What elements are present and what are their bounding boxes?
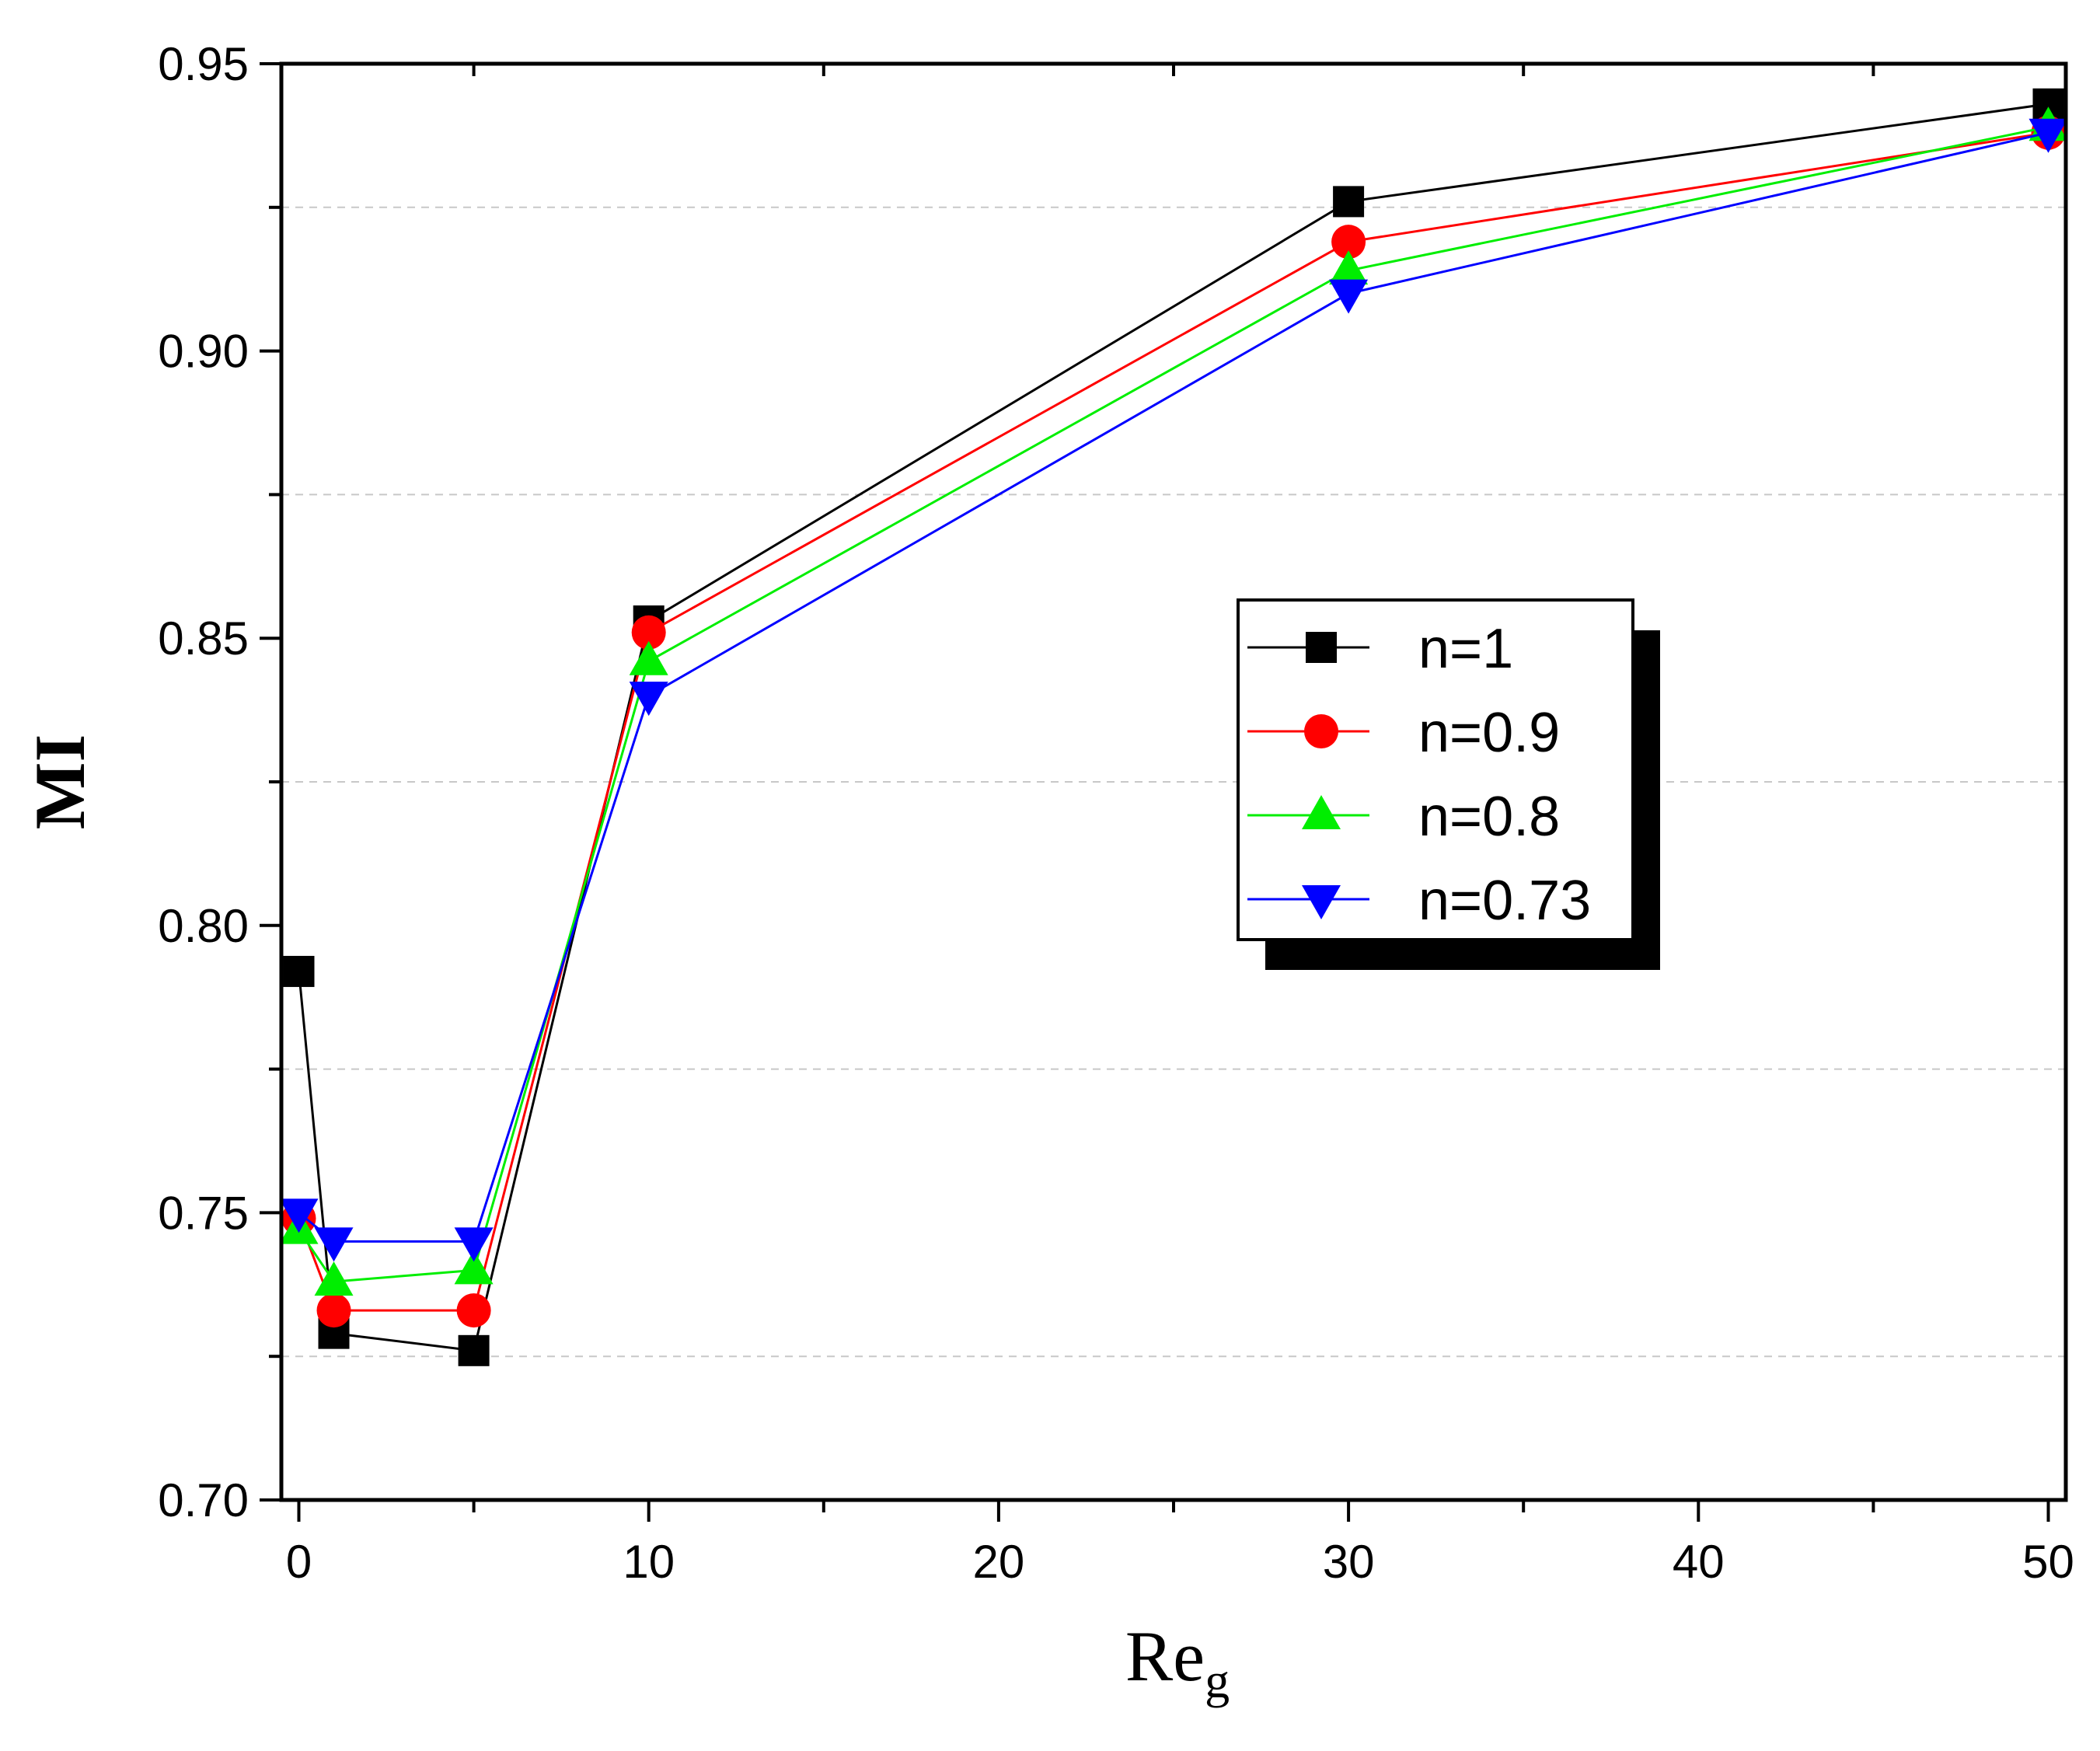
data-point xyxy=(314,1261,354,1296)
legend-box xyxy=(1237,598,1634,941)
y-axis-title: MI xyxy=(20,734,99,830)
data-point xyxy=(454,1250,494,1285)
data-point xyxy=(454,1227,494,1262)
axes: 0.70 0.75 0.80 0.85 0.90 0.95 0 10 20 30 40 50 xyxy=(158,38,2074,1588)
data-point xyxy=(629,640,668,675)
series-n=0.8 xyxy=(279,106,2068,1296)
legend-marker xyxy=(1302,885,1341,919)
x-axis-title-subscript: g xyxy=(1205,1653,1230,1708)
x-tick-label: 20 xyxy=(973,1536,1025,1588)
series-n=0.9 xyxy=(281,115,2066,1328)
series-line xyxy=(298,131,2049,1243)
x-tick-label: 10 xyxy=(623,1536,675,1588)
x-tick-label: 50 xyxy=(2022,1536,2074,1588)
data-point xyxy=(458,1334,490,1366)
data-point xyxy=(1329,279,1369,314)
series-layer xyxy=(279,88,2068,1366)
data-point xyxy=(629,682,668,717)
y-tick-label: 0.80 xyxy=(158,900,249,952)
grid-lines xyxy=(281,206,2066,1358)
y-tick-label: 0.70 xyxy=(158,1474,249,1526)
data-point xyxy=(1331,225,1366,260)
data-point xyxy=(316,1293,351,1328)
data-point xyxy=(631,615,666,650)
legend-marker xyxy=(1302,795,1341,829)
series-line xyxy=(298,103,2049,1352)
legend-label: n=0.9 xyxy=(1418,702,1560,764)
series-line xyxy=(298,131,2049,1312)
series-line xyxy=(298,125,2049,1283)
x-axis-title-main: Re xyxy=(1125,1617,1205,1696)
legend-label: n=0.73 xyxy=(1418,870,1591,932)
legend-label: n=1 xyxy=(1418,618,1513,680)
x-axis-title: Reg xyxy=(1125,1617,1230,1708)
legend-marker xyxy=(1306,632,1337,663)
x-tick-label: 40 xyxy=(1673,1536,1725,1588)
x-tick-label: 30 xyxy=(1323,1536,1375,1588)
series-n=1 xyxy=(283,88,2064,1366)
data-point xyxy=(283,955,315,987)
legend-label: n=0.8 xyxy=(1418,786,1560,848)
legend-marker xyxy=(1304,714,1338,748)
x-tick-label: 0 xyxy=(286,1536,312,1588)
series-n=0.73 xyxy=(279,118,2068,1262)
data-point xyxy=(314,1227,354,1262)
data-point xyxy=(2028,118,2068,153)
legend: n=1 n=0.9 n=0.8 n=0.73 xyxy=(1237,598,1660,970)
y-tick-label: 0.95 xyxy=(158,38,249,90)
data-point xyxy=(1329,250,1369,285)
data-point xyxy=(456,1293,491,1328)
y-tick-label: 0.85 xyxy=(158,612,249,664)
data-point xyxy=(279,1198,319,1233)
data-point xyxy=(1333,186,1365,218)
y-tick-label: 0.75 xyxy=(158,1187,249,1239)
y-tick-label: 0.90 xyxy=(158,326,249,378)
